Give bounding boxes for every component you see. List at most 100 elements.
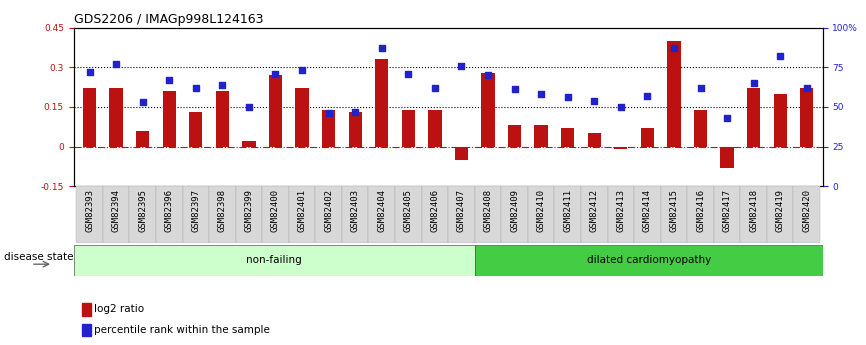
Point: [481, 72, 495, 78]
Bar: [661, 186, 688, 243]
Bar: [688, 186, 714, 243]
FancyBboxPatch shape: [475, 245, 823, 276]
Point: [773, 53, 787, 59]
Text: GSM82400: GSM82400: [271, 189, 280, 232]
Text: GSM82409: GSM82409: [510, 189, 519, 232]
Bar: [534, 126, 548, 147]
Bar: [694, 110, 708, 147]
Bar: [109, 88, 123, 147]
Bar: [209, 186, 236, 243]
Bar: [773, 94, 787, 147]
Text: GSM82401: GSM82401: [298, 189, 307, 232]
Bar: [189, 112, 203, 147]
Bar: [554, 186, 581, 243]
Text: dilated cardiomyopathy: dilated cardiomyopathy: [586, 256, 711, 265]
Bar: [767, 186, 793, 243]
Point: [641, 93, 655, 99]
Point: [136, 99, 150, 105]
Point: [561, 95, 575, 100]
Bar: [242, 141, 255, 147]
Text: GSM82412: GSM82412: [590, 189, 598, 232]
Point: [694, 85, 708, 91]
Text: GDS2206 / IMAGp998L124163: GDS2206 / IMAGp998L124163: [74, 13, 263, 27]
Bar: [641, 128, 654, 147]
Point: [587, 98, 601, 104]
Point: [401, 71, 415, 76]
Point: [242, 104, 255, 110]
Point: [189, 85, 203, 91]
Bar: [216, 91, 229, 147]
Bar: [76, 186, 103, 243]
Bar: [422, 186, 448, 243]
Bar: [455, 147, 469, 160]
Bar: [608, 186, 634, 243]
Point: [109, 61, 123, 67]
Text: GSM82420: GSM82420: [802, 189, 811, 232]
Text: GSM82398: GSM82398: [218, 189, 227, 232]
Bar: [581, 186, 608, 243]
Text: GSM82411: GSM82411: [563, 189, 572, 232]
Bar: [82, 303, 91, 316]
Bar: [82, 324, 91, 336]
Bar: [103, 186, 129, 243]
Point: [216, 82, 229, 88]
Text: GSM82405: GSM82405: [404, 189, 413, 232]
Text: GSM82397: GSM82397: [191, 189, 200, 232]
Text: GSM82413: GSM82413: [617, 189, 625, 232]
Point: [721, 115, 734, 121]
Text: GSM82415: GSM82415: [669, 189, 678, 232]
Bar: [481, 72, 494, 147]
Point: [507, 87, 521, 92]
Point: [428, 85, 442, 91]
Bar: [83, 88, 96, 147]
Text: GSM82404: GSM82404: [378, 189, 386, 232]
Text: log2 ratio: log2 ratio: [94, 304, 145, 314]
Bar: [714, 186, 740, 243]
Bar: [747, 88, 760, 147]
Point: [375, 46, 389, 51]
Point: [534, 91, 548, 97]
Bar: [793, 186, 820, 243]
Bar: [183, 186, 209, 243]
Bar: [315, 186, 342, 243]
Bar: [163, 91, 176, 147]
Text: disease state: disease state: [3, 252, 74, 262]
Bar: [475, 186, 501, 243]
Bar: [156, 186, 183, 243]
Text: GSM82410: GSM82410: [537, 189, 546, 232]
Bar: [528, 186, 554, 243]
Point: [800, 85, 814, 91]
Text: GSM82393: GSM82393: [85, 189, 94, 232]
Bar: [428, 110, 442, 147]
Bar: [588, 134, 601, 147]
Text: GSM82408: GSM82408: [483, 189, 493, 232]
Bar: [561, 128, 574, 147]
Bar: [136, 131, 149, 147]
Bar: [375, 59, 388, 147]
Bar: [295, 88, 308, 147]
Text: GSM82399: GSM82399: [244, 189, 254, 232]
Text: GSM82416: GSM82416: [696, 189, 705, 232]
Bar: [501, 186, 528, 243]
Point: [614, 104, 628, 110]
Point: [162, 77, 176, 83]
Bar: [668, 41, 681, 147]
Bar: [634, 186, 661, 243]
Text: GSM82407: GSM82407: [457, 189, 466, 232]
Point: [348, 109, 362, 115]
Text: GSM82402: GSM82402: [324, 189, 333, 232]
Text: GSM82403: GSM82403: [351, 189, 359, 232]
Point: [455, 63, 469, 68]
Bar: [448, 186, 475, 243]
Bar: [395, 186, 422, 243]
Text: GSM82418: GSM82418: [749, 189, 758, 232]
Point: [268, 71, 282, 76]
Text: GSM82417: GSM82417: [722, 189, 732, 232]
Bar: [800, 88, 813, 147]
Bar: [721, 147, 734, 168]
Text: percentile rank within the sample: percentile rank within the sample: [94, 325, 270, 335]
Text: GSM82394: GSM82394: [112, 189, 120, 232]
Text: GSM82396: GSM82396: [165, 189, 174, 232]
Text: GSM82395: GSM82395: [139, 189, 147, 232]
Point: [295, 68, 309, 73]
